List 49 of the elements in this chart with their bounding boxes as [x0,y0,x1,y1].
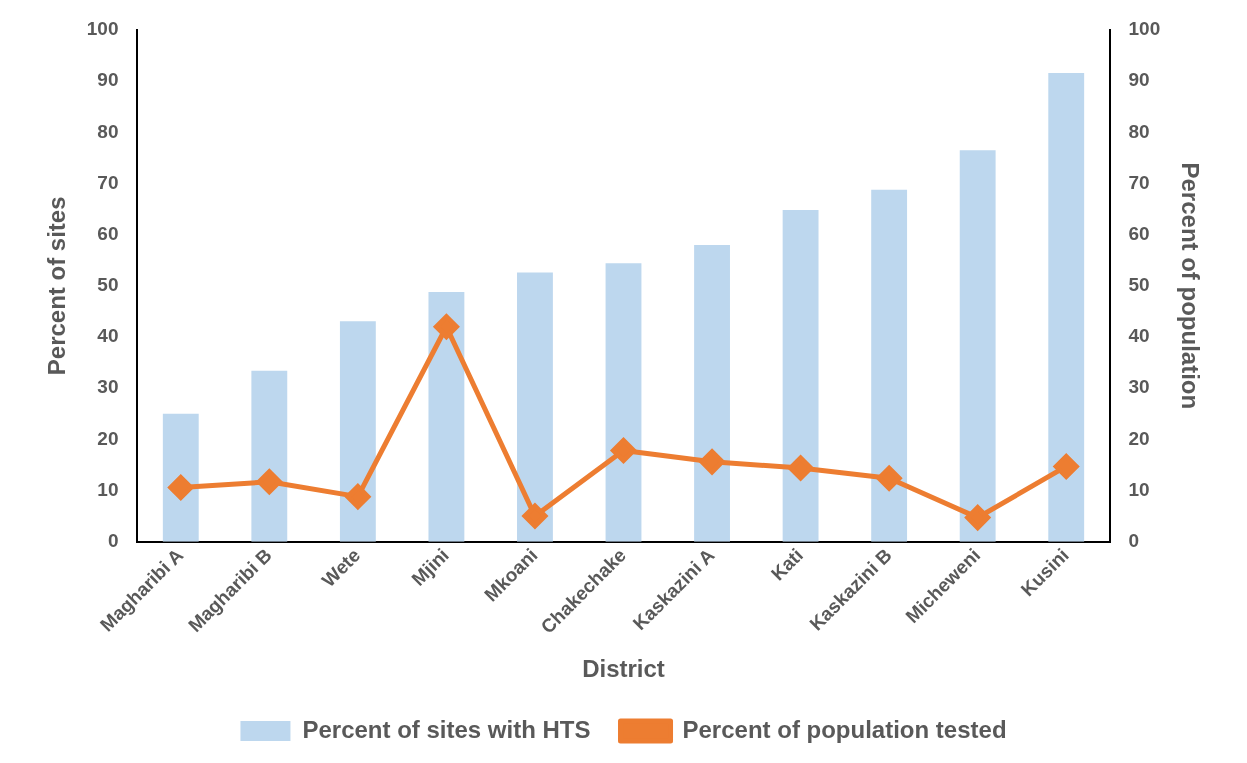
y-tick-label: 30 [97,376,119,398]
y-tick-label: 10 [97,478,119,500]
y-axis-title: Percent of sites [43,196,71,376]
y2-tick-label: 10 [1128,478,1150,500]
y-tick-label: 40 [97,325,119,347]
point [965,505,991,531]
y2-tick-label: 80 [1128,120,1150,142]
y2-tick-label: 60 [1128,222,1150,244]
bar [428,291,465,542]
bar [162,413,199,542]
y2-tick-label: 40 [1128,325,1150,347]
bar [782,210,819,542]
point [168,474,194,500]
y-tick-label: 50 [97,274,119,296]
point [611,438,636,464]
point [256,469,282,495]
y-tick-label: 0 [107,529,119,551]
x-axis-title: District [582,655,665,683]
y-tick-label: 70 [97,171,119,193]
bar [517,272,553,542]
y2-tick-label: 20 [1128,427,1150,449]
bar [251,370,288,542]
point [433,314,459,340]
y2-tick-label: 30 [1128,376,1150,398]
y2-tick-label: 90 [1128,69,1150,91]
bar [694,244,730,542]
y-tick-label: 90 [97,69,119,91]
point [699,449,725,475]
legend-label: Percent of sites with HTS [302,715,591,743]
bar [605,263,642,542]
bar [959,150,996,542]
y-tick-label: 80 [97,120,119,142]
y-tick-label: 20 [97,427,119,449]
y2-tick-label: 70 [1128,171,1150,193]
y2-tick-label: 100 [1128,18,1161,40]
bar [1048,72,1085,542]
bar [871,189,908,542]
y-tick-label: 60 [97,222,119,244]
point [522,503,548,529]
y2-tick-label: 50 [1128,274,1150,296]
y2-tick-label: 0 [1128,529,1140,551]
point [788,455,814,481]
y-tick-label: 100 [86,18,119,40]
bar [339,321,376,542]
legend-label: Percent of population tested [682,715,1007,743]
point [1053,453,1079,479]
y2-axis-title: Percent of population [1176,162,1204,410]
point [876,465,902,491]
point [345,484,371,510]
